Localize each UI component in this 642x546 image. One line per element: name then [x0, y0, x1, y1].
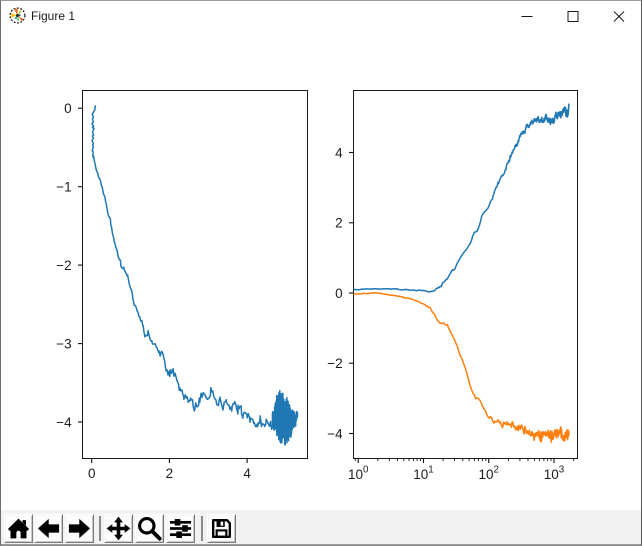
svg-text:4: 4: [335, 145, 343, 160]
svg-text:101: 101: [413, 464, 433, 482]
svg-text:102: 102: [478, 464, 498, 482]
svg-text:2: 2: [166, 466, 174, 481]
svg-text:−2: −2: [327, 356, 342, 371]
svg-text:100: 100: [348, 464, 369, 482]
svg-text:−2: −2: [56, 258, 71, 273]
svg-text:−3: −3: [56, 336, 71, 351]
svg-text:−4: −4: [56, 415, 72, 430]
svg-text:0: 0: [335, 286, 343, 301]
svg-text:−1: −1: [56, 180, 71, 195]
svg-text:−4: −4: [327, 426, 343, 441]
svg-text:0: 0: [64, 101, 72, 116]
svg-text:4: 4: [243, 466, 251, 481]
svg-text:2: 2: [335, 216, 343, 231]
svg-text:103: 103: [544, 464, 565, 482]
svg-text:0: 0: [88, 466, 96, 481]
